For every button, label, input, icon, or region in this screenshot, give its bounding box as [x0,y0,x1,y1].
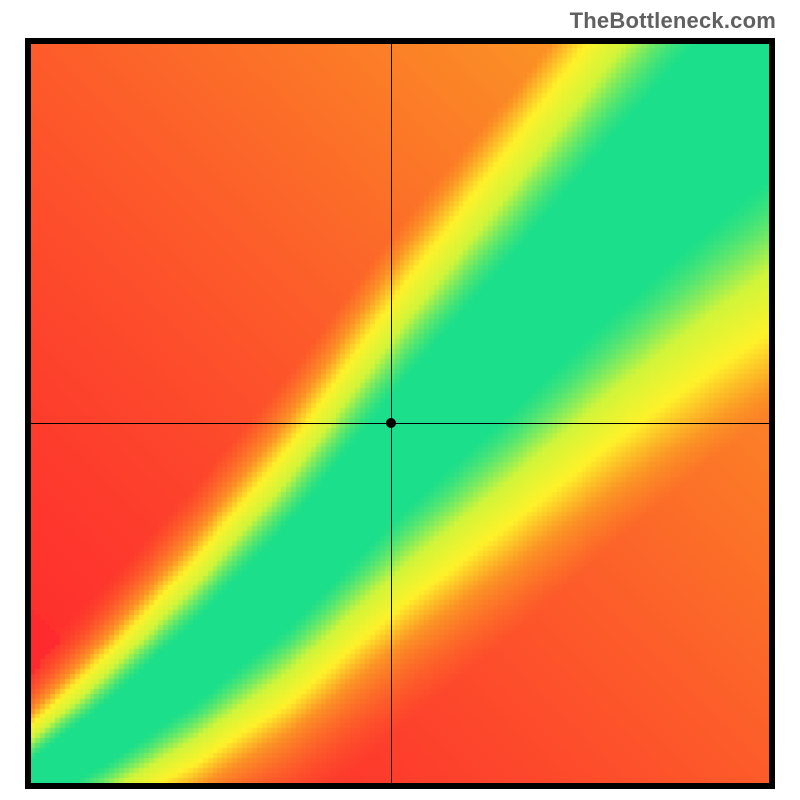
crosshair-horizontal [31,423,769,424]
heatmap-canvas [31,44,769,783]
chart-container: TheBottleneck.com [0,0,800,800]
crosshair-vertical [391,44,392,783]
plot-area [31,44,769,783]
attribution-label: TheBottleneck.com [570,8,776,34]
